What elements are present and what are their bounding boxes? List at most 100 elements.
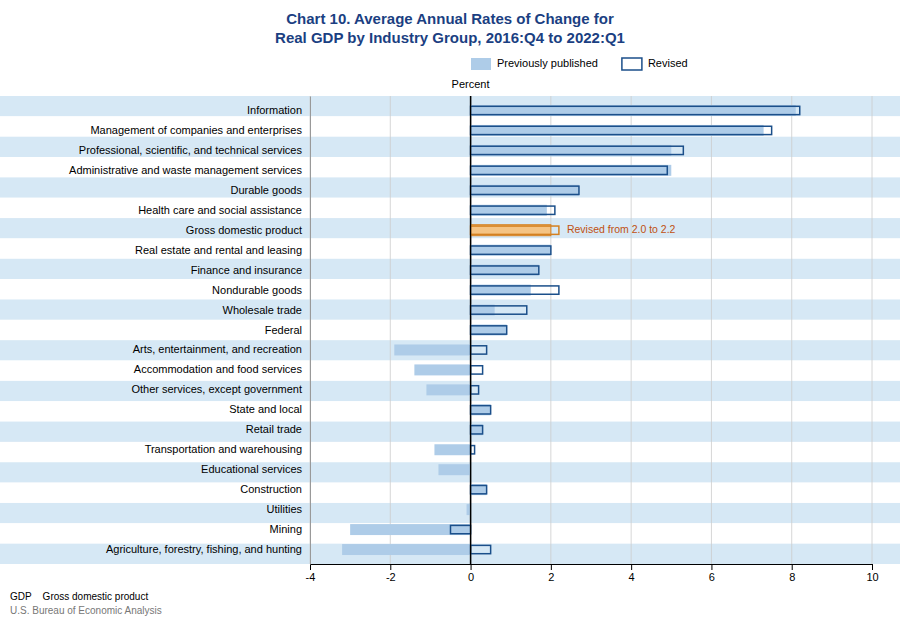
bar-previous <box>342 544 470 555</box>
x-tick: 2 <box>548 564 554 583</box>
x-axis-title: Percent <box>452 78 490 90</box>
bar-previous <box>471 245 551 256</box>
x-tick-mark <box>711 564 712 570</box>
category-label: Durable goods <box>230 184 302 196</box>
category-label: Nondurable goods <box>212 284 302 296</box>
bar-revised <box>471 346 487 354</box>
row-stripe <box>0 442 900 462</box>
footnote: GDP Gross domestic product <box>10 591 148 602</box>
x-tick-label: 6 <box>709 571 715 583</box>
row-stripe <box>0 259 900 279</box>
y-tick: Professional, scientific, and technical … <box>79 144 303 156</box>
bar-previous <box>471 265 539 276</box>
row-stripe <box>0 462 900 482</box>
y-tick: Health care and social assistance <box>138 204 302 216</box>
category-label: Administrative and waste management serv… <box>69 164 302 176</box>
bar-revised <box>471 386 479 394</box>
bar-revised <box>471 426 483 434</box>
category-label: Mining <box>270 523 302 535</box>
row-stripe <box>0 503 900 523</box>
category-label: Real estate and rental and leasing <box>135 244 302 256</box>
subtitle: Real GDP by Industry Group, 2016:Q4 to 2… <box>275 29 625 46</box>
row-stripe <box>0 198 900 218</box>
row-stripe <box>0 483 900 503</box>
x-tick-label: 10 <box>866 571 878 583</box>
x-tick: 8 <box>789 564 795 583</box>
row-stripe <box>0 361 900 381</box>
y-axis-line <box>310 97 311 565</box>
y-tick: Wholesale trade <box>223 304 303 316</box>
x-tick: 6 <box>709 564 715 583</box>
bar-previous <box>471 484 487 495</box>
y-tick: Educational services <box>201 463 302 475</box>
row-stripe <box>0 177 900 197</box>
x-tick: 0 <box>468 564 474 583</box>
bar-previous <box>471 325 507 336</box>
category-label: Transportation and warehousing <box>145 443 302 455</box>
bar-previous <box>434 444 470 455</box>
bar-revised <box>471 246 551 254</box>
category-label: Educational services <box>201 463 302 475</box>
legend-label: Revised <box>648 57 688 69</box>
y-tick: Other services, except government <box>131 383 302 395</box>
row-stripe <box>0 381 900 401</box>
y-axis: Information Management of companies and e… <box>69 97 310 565</box>
category-label: Arts, entertainment, and recreation <box>133 343 302 355</box>
y-tick: Management of companies and enterprises <box>90 124 302 136</box>
row-stripe <box>0 340 900 360</box>
y-tick: Finance and insurance <box>191 264 302 276</box>
x-tick: -2 <box>386 564 396 583</box>
row-stripe <box>0 279 900 299</box>
y-tick: Administrative and waste management serv… <box>69 164 302 176</box>
y-tick: Construction <box>240 483 302 495</box>
grid <box>310 96 872 564</box>
zero-line <box>470 96 471 564</box>
y-tick: Information <box>247 104 302 116</box>
category-label: Information <box>247 104 302 116</box>
y-tick: Durable goods <box>230 184 302 196</box>
category-label: Professional, scientific, and technical … <box>79 144 303 156</box>
bar-revised <box>471 286 559 294</box>
x-axis-line <box>311 565 873 571</box>
row-stripe <box>0 401 900 421</box>
legend: Previously published Revised <box>471 57 688 70</box>
row-stripe <box>0 157 900 177</box>
x-tick-mark <box>390 564 391 570</box>
y-tick: Transportation and warehousing <box>145 443 302 455</box>
row-stripe <box>0 137 900 157</box>
row-stripe <box>0 96 900 116</box>
x-tick-label: -2 <box>386 571 396 583</box>
x-tick: 10 <box>866 564 878 583</box>
bar-previous <box>471 185 579 196</box>
bar-revised <box>471 146 684 154</box>
legend-item: Revised <box>622 57 688 70</box>
y-tick: Utilities <box>267 503 303 515</box>
x-tick-mark <box>631 564 632 570</box>
bar-revised <box>471 306 527 314</box>
bar-revised <box>471 366 483 374</box>
legend-label: Previously published <box>497 57 598 69</box>
bar-revised <box>471 545 491 553</box>
row-stripe <box>0 320 900 340</box>
grid-line <box>791 96 792 564</box>
category-label: Gross domestic product <box>186 224 302 236</box>
row-stripe <box>0 238 900 258</box>
bar-revised <box>471 186 579 194</box>
y-tick: Accommodation and food services <box>134 363 303 375</box>
x-tick-mark <box>551 564 552 570</box>
bar-revised <box>471 266 539 274</box>
row-stripe <box>0 544 900 564</box>
bar-previous <box>426 384 470 395</box>
x-tick-label: 0 <box>468 571 474 583</box>
grid-line <box>872 96 873 564</box>
x-tick-mark <box>310 564 311 570</box>
x-tick-mark <box>792 564 793 570</box>
annotation: Revised from 2.0 to 2.2 <box>567 223 676 235</box>
category-label: State and local <box>229 403 302 415</box>
title: Chart 10. Average Annual Rates of Change… <box>286 10 614 27</box>
grid-line <box>711 96 712 564</box>
x-tick: 4 <box>629 564 635 583</box>
x-tick-label: 2 <box>548 571 554 583</box>
grid-line <box>310 96 311 564</box>
category-label: Wholesale trade <box>223 304 303 316</box>
